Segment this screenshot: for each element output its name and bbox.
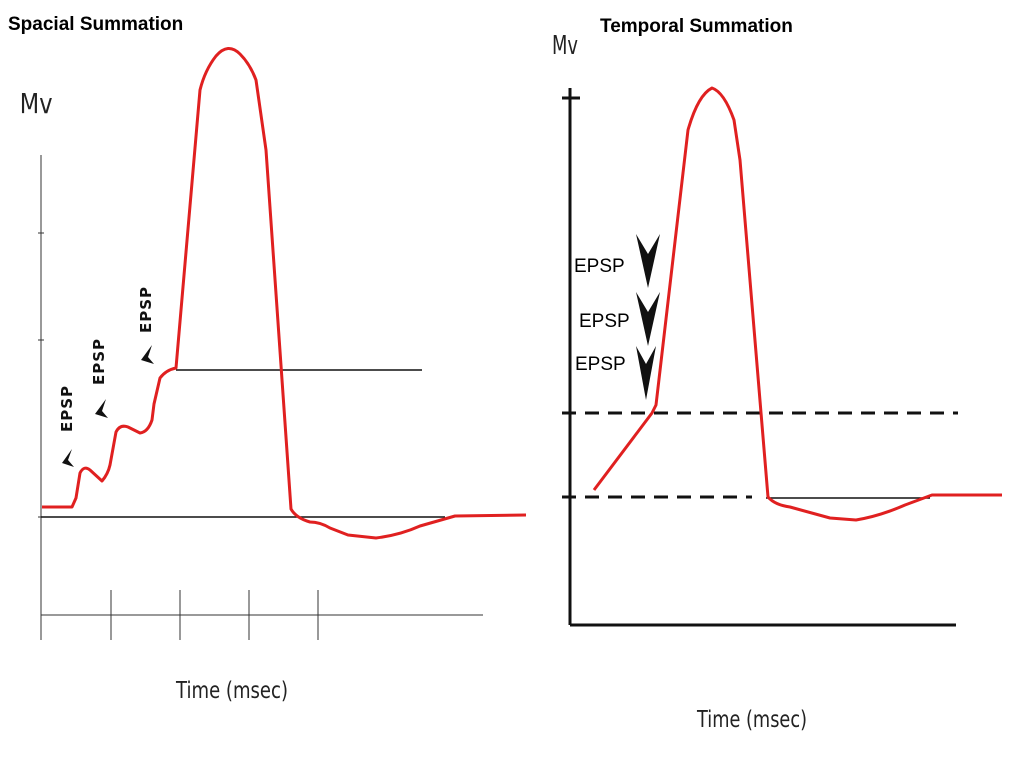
right-chart: Mv Time (msec) EPSP EPSP EPSP — [552, 31, 1002, 733]
right-epsp-label: EPSP — [579, 311, 630, 332]
right-membrane-trace — [592, 86, 1002, 522]
left-epsp-arrow — [141, 345, 154, 364]
left-epsp-label: EPSP — [137, 286, 155, 333]
left-membrane-trace — [42, 47, 527, 540]
left-epsp-arrow — [62, 449, 74, 467]
right-chart-title: Temporal Summation — [600, 16, 793, 37]
left-epsp-label: EPSP — [90, 338, 108, 385]
left-x-axis-label: Time (msec) — [175, 678, 288, 704]
left-chart-title: Spacial Summation — [8, 14, 184, 35]
right-epsp-arrow — [636, 346, 656, 400]
left-chart: Mv Time (msec) EPSP EPSP EPSP — [20, 47, 527, 704]
right-epsp-arrow — [636, 234, 660, 288]
left-epsp-arrow — [95, 399, 108, 418]
right-x-axis-label: Time (msec) — [696, 707, 807, 733]
right-y-axis-label: Mv — [552, 31, 578, 61]
left-y-axis-label: Mv — [20, 87, 53, 120]
right-epsp-arrow — [636, 292, 660, 346]
right-epsp-label: EPSP — [574, 256, 625, 277]
left-epsp-label: EPSP — [58, 385, 76, 432]
right-epsp-label: EPSP — [575, 354, 626, 375]
